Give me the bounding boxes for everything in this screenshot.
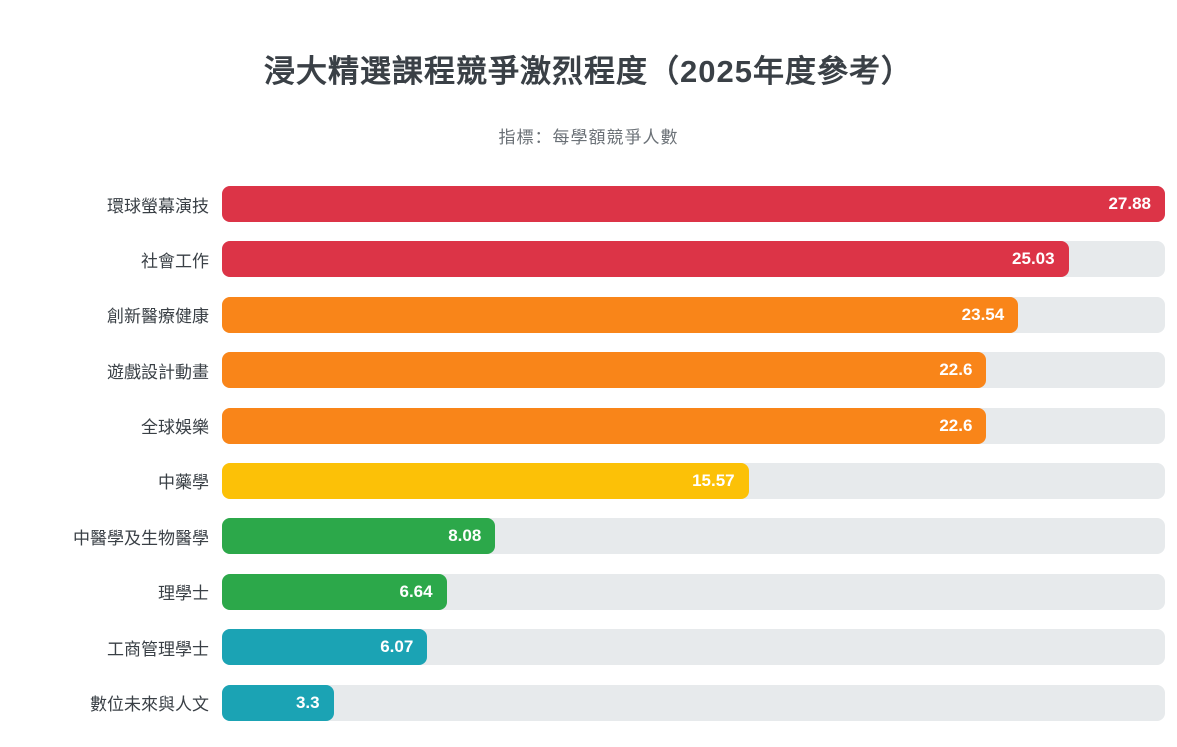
bar-value-label: 6.64 bbox=[399, 581, 433, 601]
bar-track: 22.6 bbox=[222, 407, 1165, 444]
bar: 6.64 bbox=[222, 573, 447, 610]
bar-track: 22.6 bbox=[222, 352, 1165, 389]
category-label: 全球娛樂 bbox=[141, 418, 209, 438]
bar: 6.07 bbox=[222, 629, 428, 666]
chart-row: 社會工作 25.03 bbox=[0, 241, 1177, 278]
bar: 22.6 bbox=[222, 352, 987, 389]
chart-row: 中藥學 15.57 bbox=[0, 462, 1177, 499]
bar-value-label: 23.54 bbox=[961, 304, 1005, 324]
chart-row: 全球娛樂 22.6 bbox=[0, 407, 1177, 444]
bar: 27.88 bbox=[222, 186, 1165, 222]
bar-value-label: 22.6 bbox=[939, 415, 973, 435]
bar: 15.57 bbox=[222, 462, 749, 499]
bar: 3.3 bbox=[222, 684, 334, 721]
category-label: 遊戲設計動畫 bbox=[107, 362, 209, 382]
bar: 22.6 bbox=[222, 407, 987, 444]
chart-title: 浸大精選課程競爭激烈程度（2025年度參考） bbox=[264, 54, 913, 89]
bar: 25.03 bbox=[222, 241, 1069, 278]
bar: 23.54 bbox=[222, 296, 1019, 333]
bar-value-label: 25.03 bbox=[1012, 249, 1055, 269]
bar-value-label: 8.08 bbox=[448, 526, 482, 546]
category-label: 理學士 bbox=[158, 584, 209, 604]
bar-track: 15.57 bbox=[222, 462, 1165, 499]
bar-track: 25.03 bbox=[222, 241, 1165, 278]
category-label: 工商管理學士 bbox=[107, 639, 209, 659]
bar-value-label: 27.88 bbox=[1108, 194, 1151, 213]
bar-track: 27.88 bbox=[222, 186, 1165, 222]
bar-track: 6.64 bbox=[222, 573, 1165, 610]
bar-track: 8.08 bbox=[222, 518, 1165, 555]
category-label: 創新醫療健康 bbox=[107, 307, 209, 327]
chart-row: 環球螢幕演技 27.88 bbox=[0, 186, 1177, 222]
chart-row: 數位未來與人文 3.3 bbox=[0, 684, 1177, 721]
category-label: 社會工作 bbox=[141, 251, 209, 271]
chart-row: 理學士 6.64 bbox=[0, 573, 1177, 610]
category-label: 環球螢幕演技 bbox=[107, 196, 209, 216]
chart-row: 工商管理學士 6.07 bbox=[0, 629, 1177, 666]
bar-track: 6.07 bbox=[222, 629, 1165, 666]
bar-track: 3.3 bbox=[222, 684, 1165, 721]
chart-row: 中醫學及生物醫學 8.08 bbox=[0, 518, 1177, 555]
bar: 8.08 bbox=[222, 518, 496, 555]
category-label: 中藥學 bbox=[158, 473, 209, 493]
bar-value-label: 6.07 bbox=[380, 637, 414, 657]
chart-subtitle: 指標：每學額競爭人數 bbox=[498, 128, 679, 147]
chart-rows: 環球螢幕演技 27.88 社會工作 25.03 創新醫療健康 23.54 遊戲設… bbox=[0, 186, 1177, 721]
bar-value-label: 3.3 bbox=[295, 692, 320, 712]
bar-value-label: 15.57 bbox=[692, 470, 735, 490]
bar-value-label: 22.6 bbox=[939, 360, 973, 380]
chart-row: 遊戲設計動畫 22.6 bbox=[0, 352, 1177, 389]
chart-row: 創新醫療健康 23.54 bbox=[0, 296, 1177, 333]
category-label: 中醫學及生物醫學 bbox=[73, 528, 209, 548]
bar-track: 23.54 bbox=[222, 296, 1165, 333]
category-label: 數位未來與人文 bbox=[90, 695, 209, 715]
